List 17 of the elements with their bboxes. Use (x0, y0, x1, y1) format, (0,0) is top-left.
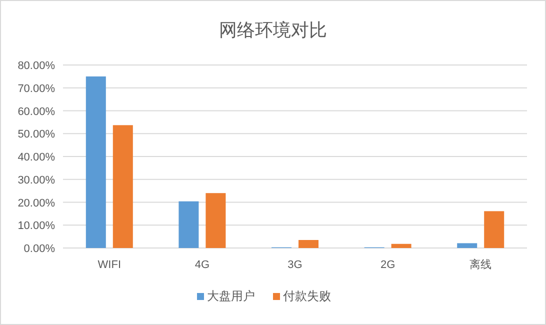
x-tick-label: 2G (380, 259, 396, 271)
y-tick-label: 80.00% (18, 60, 56, 72)
x-tick-label: 4G (194, 259, 210, 271)
x-tick-label: 3G (288, 259, 302, 271)
y-tick-label: 40.00% (18, 152, 56, 164)
x-tick-label: WIFI (98, 259, 122, 271)
legend-label: 大盘用户 (207, 289, 255, 303)
y-tick-label: 0.00% (24, 243, 56, 255)
y-tick-label: 30.00% (18, 174, 56, 186)
legend-label: 付款失败 (282, 289, 331, 303)
x-tick-label: 离线 (470, 258, 492, 271)
y-tick-label: 20.00% (18, 197, 56, 210)
y-tick-label: 60.00% (18, 106, 56, 118)
title: 网络环境对比 (219, 20, 327, 40)
y-tick-label: 70.00% (18, 82, 56, 95)
y-tick-label: 10.00% (18, 220, 56, 232)
y-tick-label: 50.00% (18, 128, 56, 141)
